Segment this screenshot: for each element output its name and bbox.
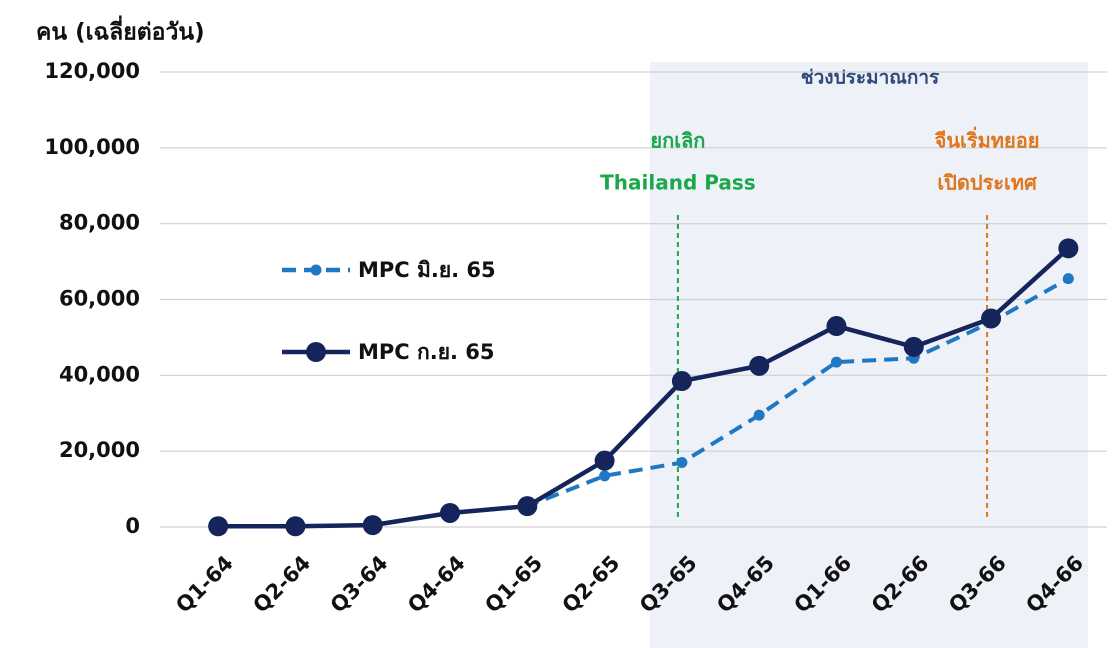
forecast-label: ช่วงประมาณการ bbox=[801, 67, 940, 89]
legend-label: MPC ก.ย. 65 bbox=[358, 340, 495, 364]
x-tick-label: Q3-64 bbox=[326, 551, 393, 618]
x-tick-label: Q1-65 bbox=[480, 551, 547, 618]
data-point bbox=[285, 516, 306, 537]
legend-marker bbox=[306, 342, 326, 362]
data-point bbox=[671, 371, 692, 392]
annotation-text: Thailand Pass bbox=[600, 171, 756, 195]
data-point bbox=[903, 336, 924, 357]
y-tick-label: 120,000 bbox=[44, 59, 140, 83]
legend-marker bbox=[310, 264, 322, 276]
data-point bbox=[362, 515, 383, 536]
annotation-text: ยกเลิก bbox=[650, 129, 705, 153]
data-point bbox=[517, 496, 538, 517]
data-point bbox=[599, 470, 611, 482]
data-point bbox=[981, 308, 1002, 329]
data-point bbox=[826, 316, 847, 337]
y-tick-label: 80,000 bbox=[59, 211, 140, 235]
annotation-text: จีนเริ่มทยอย bbox=[934, 126, 1039, 153]
data-point bbox=[1062, 273, 1074, 285]
annotation-text: เปิดประเทศ bbox=[937, 171, 1038, 195]
data-point bbox=[594, 450, 615, 471]
x-tick-label: Q1-64 bbox=[171, 551, 238, 618]
series-line bbox=[218, 246, 1070, 529]
forecast-region bbox=[650, 62, 1088, 648]
data-point bbox=[753, 409, 765, 421]
x-tick-label: Q4-64 bbox=[403, 551, 470, 618]
x-tick-label: Q2-65 bbox=[558, 551, 625, 618]
data-point bbox=[208, 516, 229, 537]
x-tick-label: Q2-64 bbox=[248, 551, 315, 618]
y-tick-label: 40,000 bbox=[59, 362, 140, 386]
data-point bbox=[440, 502, 461, 523]
y-tick-label: 100,000 bbox=[44, 135, 140, 159]
data-point bbox=[676, 457, 688, 469]
y-tick-label: 60,000 bbox=[59, 287, 140, 311]
y-tick-label: 20,000 bbox=[59, 438, 140, 462]
y-axis-label: คน (เฉลี่ยต่อวัน) bbox=[36, 15, 205, 46]
data-point bbox=[830, 356, 842, 368]
y-tick-label: 0 bbox=[125, 514, 140, 538]
data-point bbox=[1058, 238, 1079, 259]
data-point bbox=[749, 355, 770, 376]
legend-label: MPC มิ.ย. 65 bbox=[358, 258, 496, 282]
